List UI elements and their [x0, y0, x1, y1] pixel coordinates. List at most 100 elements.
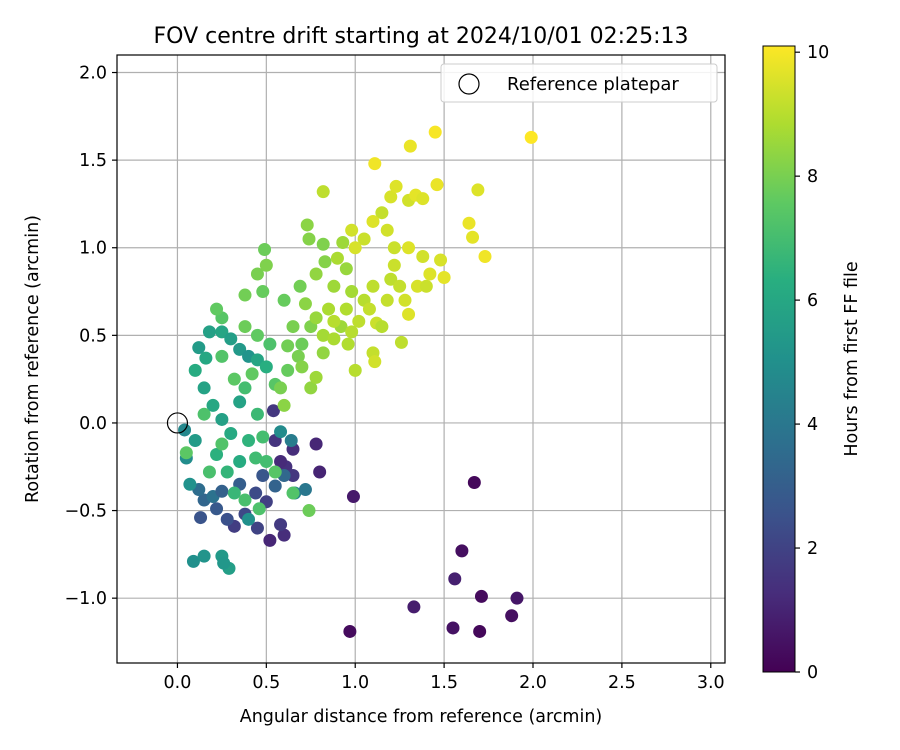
data-point	[448, 572, 462, 586]
data-point	[259, 258, 273, 272]
data-point	[416, 192, 430, 206]
data-point	[197, 549, 211, 563]
data-point	[313, 465, 327, 479]
data-point	[398, 293, 412, 307]
data-point	[357, 232, 371, 246]
colorbar-tick-label: 2	[807, 539, 818, 559]
data-point	[217, 556, 231, 570]
data-point	[256, 469, 270, 483]
data-point	[250, 328, 264, 342]
data-point	[256, 285, 270, 299]
colorbar-tick-label: 8	[807, 167, 818, 187]
data-point	[345, 325, 359, 339]
data-point	[199, 351, 213, 365]
data-point	[300, 218, 314, 232]
data-point	[268, 465, 282, 479]
data-point	[206, 398, 220, 412]
data-point	[316, 346, 330, 360]
data-point	[336, 235, 350, 249]
data-point	[419, 279, 433, 293]
data-point	[416, 249, 430, 263]
data-point	[210, 502, 224, 516]
data-point	[473, 624, 487, 638]
data-point	[362, 302, 376, 316]
y-tick-label: 1.5	[79, 151, 107, 171]
colorbar	[762, 45, 796, 673]
data-point	[233, 342, 247, 356]
data-point	[263, 337, 277, 351]
data-point	[505, 609, 519, 623]
data-point	[302, 232, 316, 246]
data-point	[471, 183, 485, 197]
data-point	[368, 157, 382, 171]
legend-marker	[458, 73, 480, 95]
data-point	[295, 360, 309, 374]
data-point	[384, 272, 398, 286]
data-point	[375, 320, 389, 334]
legend: Reference platepar	[440, 63, 718, 103]
data-point	[309, 311, 323, 325]
data-point	[259, 455, 273, 469]
data-point	[302, 504, 316, 518]
data-point	[407, 600, 421, 614]
data-point	[250, 407, 264, 421]
colorbar-tick-label: 0	[807, 663, 818, 683]
data-point	[286, 486, 300, 500]
y-tick-label: 2.0	[79, 64, 107, 84]
data-point	[291, 349, 305, 363]
data-point	[263, 533, 277, 547]
y-axis-ticks: −1.0 −0.5 0.0 0.5 1.0 1.5 2.0	[65, 64, 117, 609]
x-tick-label: 2.0	[519, 673, 547, 693]
data-point	[402, 307, 416, 321]
y-tick-label: −0.5	[65, 502, 108, 522]
data-point	[220, 465, 234, 479]
data-point	[250, 267, 264, 281]
data-point	[242, 433, 256, 447]
data-point	[295, 337, 309, 351]
y-tick-label: 1.0	[79, 239, 107, 259]
data-point	[238, 493, 252, 507]
data-point	[348, 241, 362, 255]
data-point	[197, 407, 211, 421]
data-point	[245, 367, 259, 381]
data-point	[462, 216, 476, 230]
data-point	[249, 451, 263, 465]
x-tick-label: 1.0	[341, 673, 369, 693]
data-point	[224, 426, 238, 440]
data-point	[274, 381, 288, 395]
data-point	[316, 328, 330, 342]
data-point	[258, 242, 272, 256]
data-point	[403, 139, 417, 153]
data-point	[394, 335, 408, 349]
data-point	[194, 511, 208, 525]
x-tick-label: 1.5	[430, 673, 458, 693]
data-point	[277, 398, 291, 412]
data-point	[339, 262, 353, 276]
data-point	[327, 314, 341, 328]
data-point	[366, 214, 380, 228]
data-point	[316, 237, 330, 251]
x-tick-label: 0.0	[164, 673, 192, 693]
data-point	[322, 302, 336, 316]
y-tick-label: −1.0	[65, 589, 108, 609]
x-axis-label: Angular distance from reference (arcmin)	[240, 707, 603, 727]
data-point	[281, 363, 295, 377]
data-point	[274, 518, 288, 532]
data-point	[474, 589, 488, 603]
data-point	[192, 341, 206, 355]
data-point	[259, 360, 273, 374]
data-point	[387, 241, 401, 255]
data-point	[250, 521, 264, 535]
data-point	[266, 404, 280, 418]
data-point	[352, 314, 366, 328]
data-point	[238, 320, 252, 334]
data-point	[277, 528, 291, 542]
data-point	[183, 477, 197, 491]
data-point	[380, 223, 394, 237]
y-tick-label: 0.0	[79, 414, 107, 434]
data-point	[210, 447, 224, 461]
data-point	[215, 412, 229, 426]
data-point	[242, 512, 256, 526]
data-point	[330, 251, 344, 265]
